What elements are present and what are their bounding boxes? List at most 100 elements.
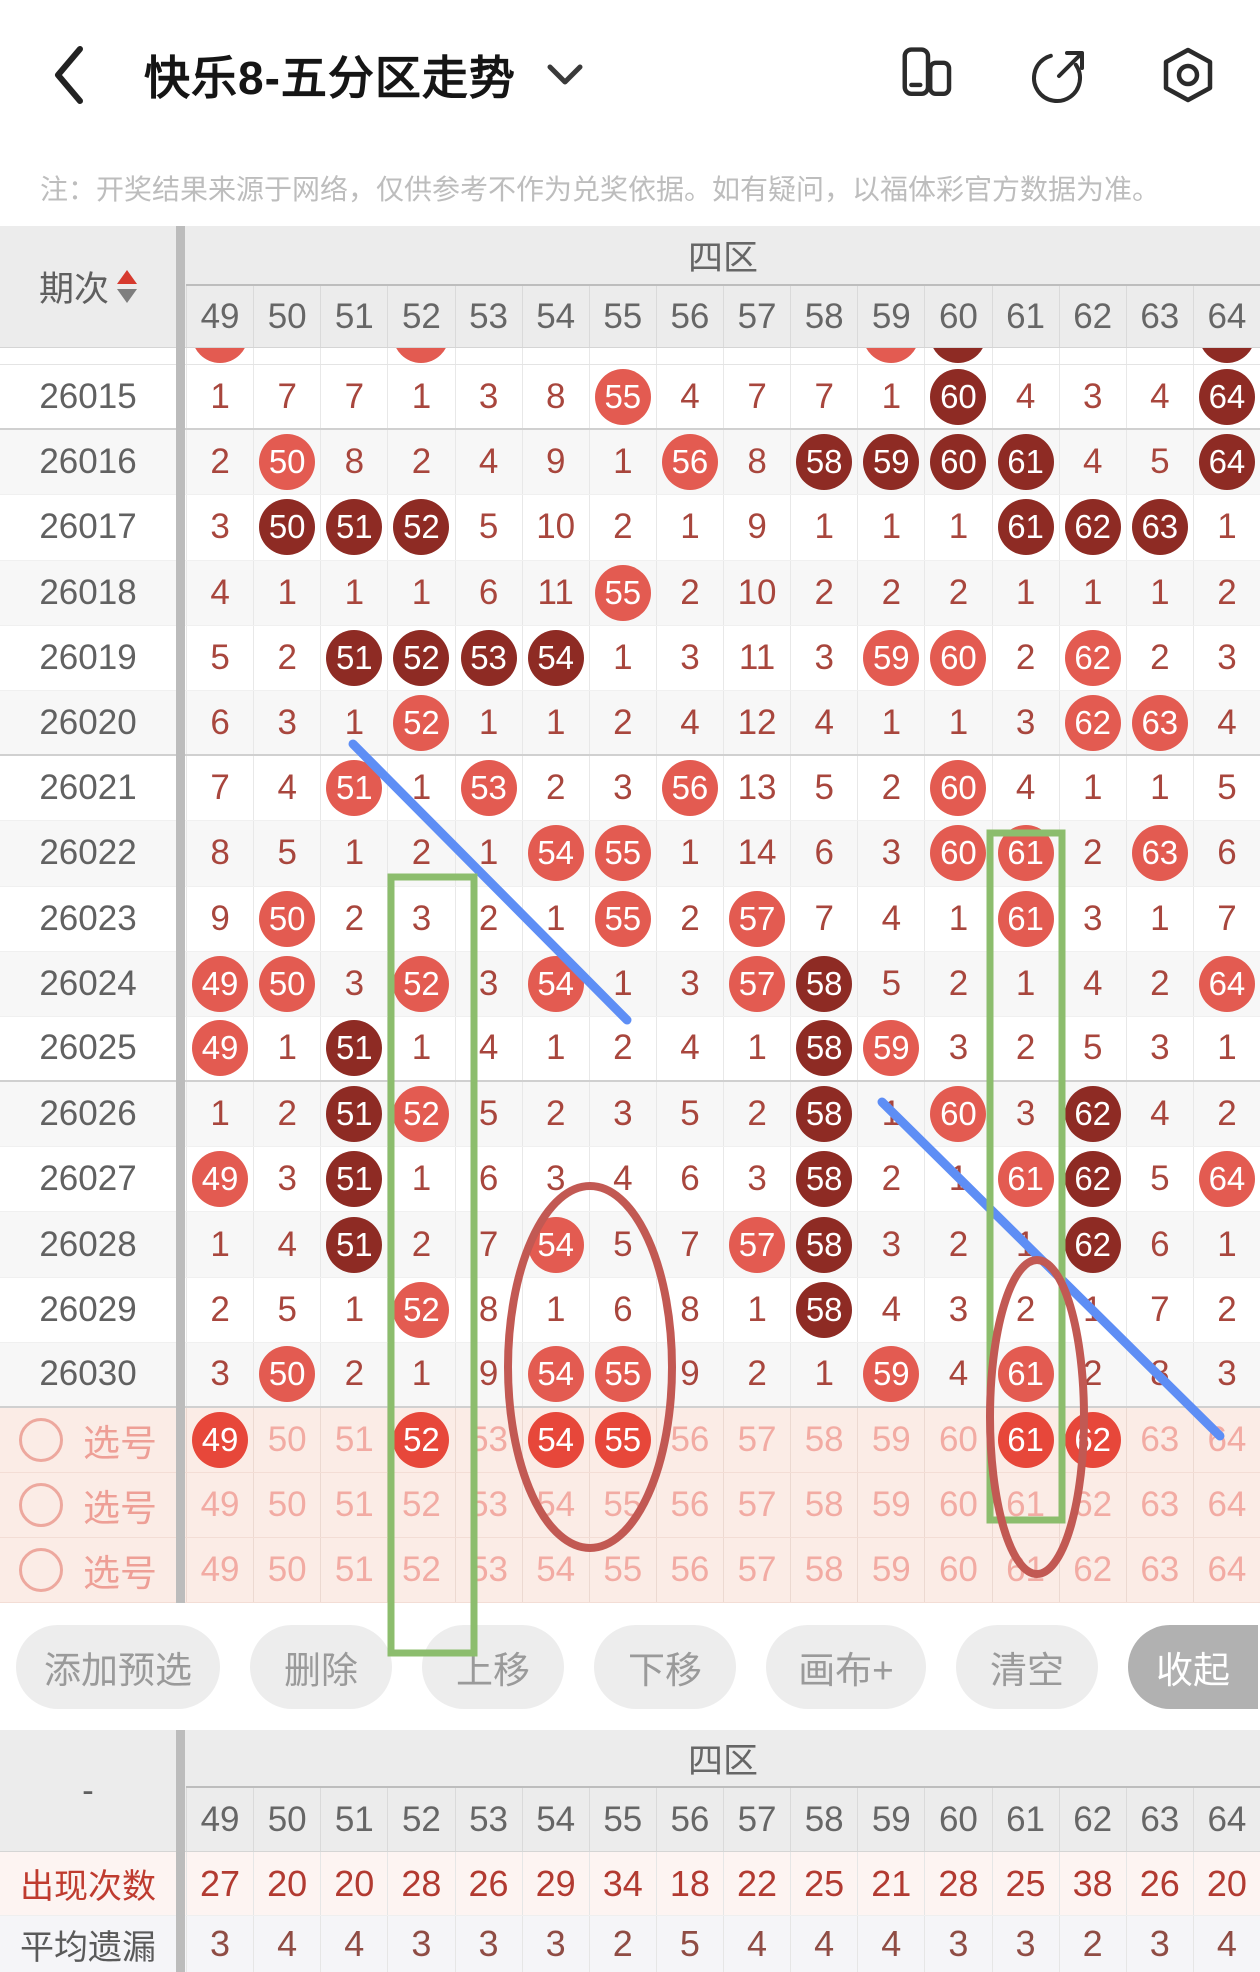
pick-radio[interactable] <box>19 1418 63 1462</box>
pick-number-59[interactable]: 59 <box>857 1538 924 1602</box>
toolbar-button-7[interactable]: 收起 <box>1128 1624 1258 1709</box>
pick-number-55[interactable]: 55 <box>588 1473 656 1537</box>
column-header-60: 60 <box>924 286 991 347</box>
pick-number-64[interactable]: 64 <box>1192 1408 1260 1472</box>
pick-number-49[interactable]: 49 <box>186 1538 253 1602</box>
pick-number-53[interactable]: 53 <box>454 1408 522 1472</box>
trend-cell: 62 <box>1058 1212 1126 1277</box>
title-dropdown[interactable] <box>546 63 584 87</box>
column-header-50: 50 <box>253 1788 320 1851</box>
pick-number-57[interactable]: 57 <box>723 1538 790 1602</box>
pick-number-53[interactable]: 53 <box>454 1473 522 1537</box>
pick-number-59[interactable]: 59 <box>857 1473 924 1537</box>
pick-number-57[interactable]: 57 <box>723 1473 790 1537</box>
pick-number-62[interactable]: 62 <box>1058 1408 1126 1472</box>
pick-row-label: 选号 <box>83 1423 157 1464</box>
drawn-number-ball: 60 <box>930 368 987 425</box>
pick-number-60[interactable]: 60 <box>924 1473 991 1537</box>
pick-number-49[interactable]: 49 <box>186 1408 253 1472</box>
settings-button[interactable] <box>1156 43 1220 107</box>
toolbar-button-4[interactable]: 下移 <box>594 1624 736 1709</box>
pick-number-51[interactable]: 51 <box>320 1473 387 1537</box>
period-header-label: 期次 <box>38 270 109 309</box>
share-button[interactable] <box>1026 43 1090 107</box>
pick-number-61[interactable]: 61 <box>991 1408 1059 1472</box>
stats-scrollbar[interactable] <box>176 1730 185 1972</box>
pick-number-54[interactable]: 54 <box>521 1473 589 1537</box>
pick-number-50[interactable]: 50 <box>253 1408 320 1472</box>
pick-number-58[interactable]: 58 <box>790 1408 857 1472</box>
trend-cell: 2 <box>924 560 991 625</box>
trend-cell: 50 <box>253 886 320 951</box>
pick-number-51[interactable]: 51 <box>320 1408 387 1472</box>
trend-cell: 5 <box>857 951 924 1016</box>
pick-number-54[interactable]: 54 <box>521 1538 589 1602</box>
pick-number-58[interactable]: 58 <box>790 1473 857 1537</box>
pick-number-53[interactable]: 53 <box>454 1538 522 1602</box>
trend-scrollbar[interactable] <box>176 226 185 1603</box>
pick-number-56[interactable]: 56 <box>655 1408 723 1472</box>
toolbar-button-5[interactable]: 画布+ <box>766 1624 926 1709</box>
pick-number-64[interactable]: 64 <box>1192 1538 1260 1602</box>
pick-number-52[interactable]: 52 <box>387 1538 454 1602</box>
pick-number-56[interactable]: 56 <box>655 1473 723 1537</box>
pick-number-63[interactable]: 63 <box>1125 1408 1193 1472</box>
pick-number-52[interactable]: 52 <box>387 1408 454 1472</box>
trend-cell: 4 <box>186 560 253 625</box>
pick-number-62[interactable]: 62 <box>1058 1538 1126 1602</box>
trend-cell: 3 <box>924 1277 991 1342</box>
share-icon <box>1032 51 1084 103</box>
toolbar-button-2[interactable]: 删除 <box>250 1624 392 1709</box>
column-header-57: 57 <box>723 286 790 347</box>
trend-cell: 1 <box>588 625 656 690</box>
pick-row-left: 选号 <box>0 1538 176 1602</box>
trend-cell: 51 <box>320 625 387 690</box>
pick-number-51[interactable]: 51 <box>320 1538 387 1602</box>
pick-number-52[interactable]: 52 <box>387 1473 454 1537</box>
column-header-50: 50 <box>253 286 320 347</box>
stats-cell: 28 <box>924 1852 991 1915</box>
pick-number-63[interactable]: 63 <box>1125 1538 1193 1602</box>
period-column-header[interactable]: 期次 <box>0 226 176 348</box>
back-button[interactable] <box>52 43 92 107</box>
drawn-number-ball: 61 <box>997 890 1054 947</box>
pick-number-50[interactable]: 50 <box>253 1473 320 1537</box>
pick-number-55[interactable]: 55 <box>588 1538 656 1602</box>
pick-radio[interactable] <box>19 1548 63 1592</box>
pick-number-50[interactable]: 50 <box>253 1538 320 1602</box>
toolbar-button-3[interactable]: 上移 <box>422 1624 564 1709</box>
pick-number-49[interactable]: 49 <box>186 1473 253 1537</box>
pick-radio[interactable] <box>19 1483 63 1527</box>
trend-cell: 3 <box>186 495 253 560</box>
toolbar-button-6[interactable]: 清空 <box>956 1624 1098 1709</box>
trend-cell: 58 <box>790 1147 857 1212</box>
stats-corner-cell: - <box>0 1730 176 1852</box>
trend-cell: 3 <box>1192 625 1260 690</box>
pick-number-61[interactable]: 61 <box>991 1473 1059 1537</box>
pick-number-60[interactable]: 60 <box>924 1538 991 1602</box>
trend-cell: 4 <box>454 1016 522 1081</box>
pick-number-58[interactable]: 58 <box>790 1538 857 1602</box>
toolbar-button-1[interactable]: 添加预选 <box>16 1624 220 1709</box>
pick-number-62[interactable]: 62 <box>1058 1473 1126 1537</box>
pick-number-55[interactable]: 55 <box>588 1408 656 1472</box>
multi-window-button[interactable] <box>896 43 960 107</box>
trend-cell: 1 <box>521 690 589 755</box>
trend-cell: 56 <box>655 430 723 495</box>
pick-number-63[interactable]: 63 <box>1125 1473 1193 1537</box>
trend-cell: 1 <box>521 886 589 951</box>
period-cell: 26019 <box>39 637 137 677</box>
pick-number-59[interactable]: 59 <box>857 1408 924 1472</box>
period-cell: 26030 <box>39 1354 137 1394</box>
trend-cell: 6 <box>1192 821 1260 886</box>
trend-cell: 1 <box>387 1147 454 1212</box>
pick-number-54[interactable]: 54 <box>521 1408 589 1472</box>
pick-number-57[interactable]: 57 <box>723 1408 790 1472</box>
pick-number-60[interactable]: 60 <box>924 1408 991 1472</box>
pick-number-61[interactable]: 61 <box>991 1538 1059 1602</box>
trend-row: 26029 2 5 1 52 8 1 6 8 1 58 4 3 2 1 7 2 <box>0 1277 1260 1343</box>
period-sort-control[interactable] <box>117 270 137 303</box>
pick-number-64[interactable]: 64 <box>1192 1473 1260 1537</box>
pick-number-56[interactable]: 56 <box>655 1538 723 1602</box>
